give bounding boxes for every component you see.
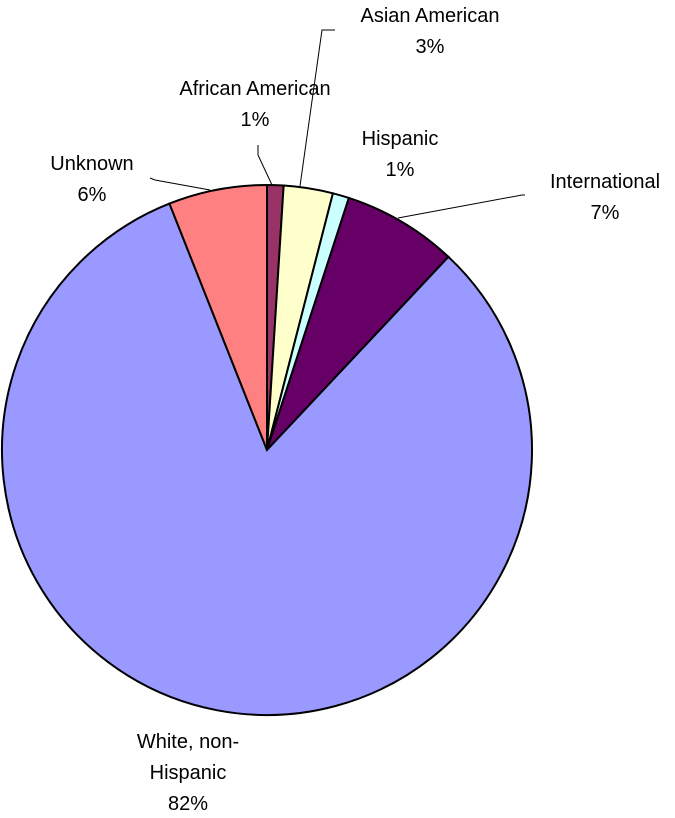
- leader-line: [257, 145, 273, 186]
- leader-line: [397, 194, 525, 219]
- data-label-percent: 82%: [168, 793, 208, 815]
- data-labels: African American 1% Asian American 3% Hispan…: [50, 5, 660, 815]
- data-label-percent: 1%: [241, 109, 270, 131]
- data-label-percent: 6%: [78, 184, 107, 206]
- data-label-category: Asian American: [361, 5, 500, 27]
- data-label-category: Hispanic: [362, 128, 439, 150]
- pie-slice-unknown: [168, 183, 268, 451]
- data-label-category: Hispanic: [150, 762, 227, 784]
- data-label-category: Unknown: [50, 153, 133, 175]
- pie-slices: [1, 183, 533, 716]
- data-label-percent: 7%: [591, 202, 620, 224]
- leader-line: [299, 29, 335, 187]
- data-label-percent: 3%: [416, 36, 445, 58]
- data-label-category: International: [550, 171, 660, 193]
- data-label-category: African American: [179, 78, 330, 100]
- pie-slice-international: [266, 196, 450, 451]
- data-label-percent: 1%: [386, 159, 415, 181]
- leader-line: [149, 177, 211, 191]
- pie-slice-white-non-hispanic: [1, 202, 533, 716]
- data-label-category: White, non-: [137, 731, 239, 753]
- leader-lines: [149, 29, 525, 219]
